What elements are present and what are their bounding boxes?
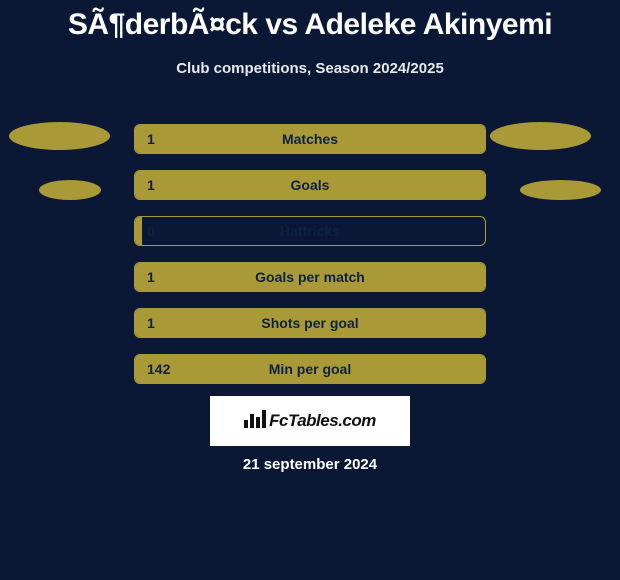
stat-label: Matches xyxy=(282,131,338,147)
generated-date: 21 september 2024 xyxy=(243,456,377,473)
stat-label: Goals per match xyxy=(255,269,365,285)
stat-row-fill xyxy=(135,217,142,245)
subtitle: Club competitions, Season 2024/2025 xyxy=(0,60,620,77)
stat-label: Shots per goal xyxy=(261,315,358,331)
stat-value: 1 xyxy=(147,131,155,147)
stat-row: 1 Goals xyxy=(134,170,486,200)
page-title: SÃ¶derbÃ¤ck vs Adeleke Akinyemi xyxy=(0,0,620,42)
stat-row: 1 Matches xyxy=(134,124,486,154)
stat-row: 1 Goals per match xyxy=(134,262,486,292)
stat-label: Goals xyxy=(291,177,330,193)
stat-row: 142 Min per goal xyxy=(134,354,486,384)
fctables-logo: FcTables.com xyxy=(210,396,410,446)
stat-row: 1 Shots per goal xyxy=(134,308,486,338)
logo-text: FcTables.com xyxy=(269,411,376,431)
stat-value: 1 xyxy=(147,177,155,193)
decoration-ellipse-left-1 xyxy=(9,122,110,150)
stat-row: 0 Hattricks xyxy=(134,216,486,246)
stat-value: 1 xyxy=(147,315,155,331)
stat-value: 142 xyxy=(147,361,170,377)
stat-value: 1 xyxy=(147,269,155,285)
decoration-ellipse-right-1 xyxy=(490,122,591,150)
stat-label: Hattricks xyxy=(280,223,340,239)
stat-rows: 1 Matches 1 Goals 0 Hattricks 1 Goals pe… xyxy=(134,124,486,400)
bar-chart-icon xyxy=(244,410,266,433)
stat-label: Min per goal xyxy=(269,361,351,377)
decoration-ellipse-right-2 xyxy=(520,180,601,200)
stat-value: 0 xyxy=(147,223,155,239)
decoration-ellipse-left-2 xyxy=(39,180,101,200)
